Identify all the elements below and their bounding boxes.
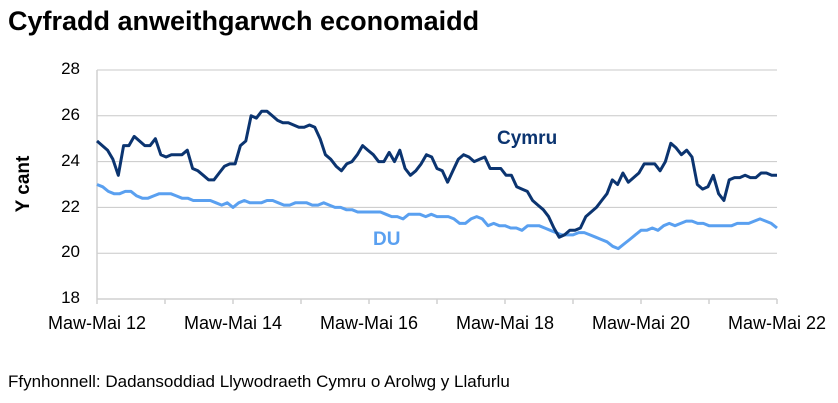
y-tick: 24 (61, 151, 80, 170)
y-tick: 26 (61, 105, 80, 124)
y-tick: 28 (61, 59, 80, 78)
x-tick: Maw-Mai 22 (727, 313, 827, 333)
chart-title: Cyfradd anweithgarwch economaidd (8, 6, 480, 36)
y-tick: 20 (61, 242, 80, 261)
x-tick: Maw-Mai 16 (319, 313, 419, 333)
source-note: Ffynhonnell: Dadansoddiad Llywodraeth Cy… (8, 372, 510, 391)
x-tick: Maw-Mai 18 (455, 313, 555, 333)
x-tick: Maw-Mai 20 (591, 313, 691, 333)
series-line-du (96, 183, 778, 251)
y-tick: 18 (61, 288, 80, 307)
x-tick: Maw-Mai 12 (47, 313, 147, 333)
series-line-cymru (96, 109, 777, 239)
y-tick: 22 (61, 197, 80, 216)
x-tick: Maw-Mai 14 (183, 313, 283, 333)
series-label-du: DU (373, 229, 401, 250)
series-label-cymru: Cymru (497, 128, 558, 149)
